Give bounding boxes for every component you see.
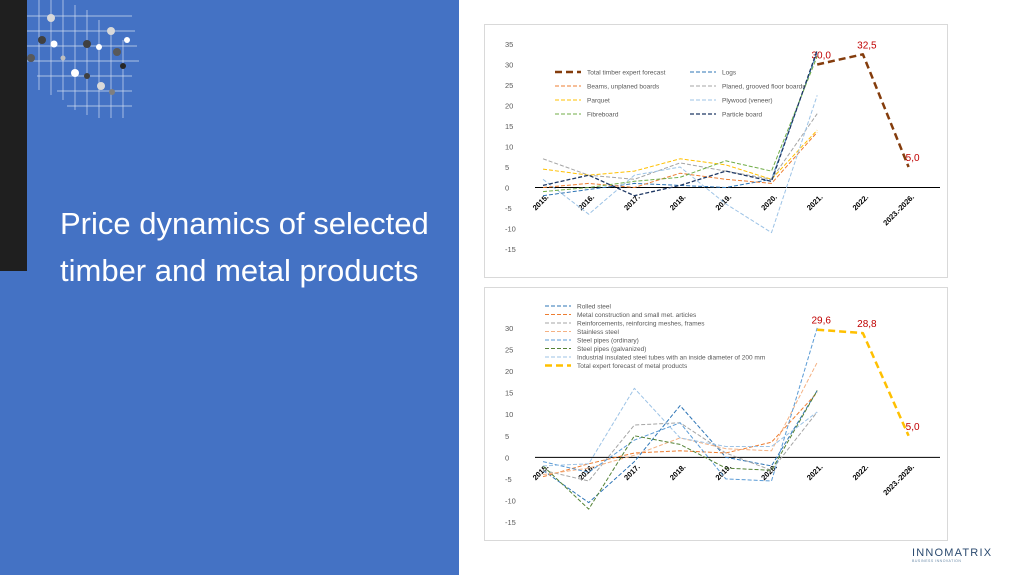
y-tick-label-7: -5: [505, 475, 512, 484]
x-tick-label-2: 2017.: [622, 462, 642, 482]
legend-label-1: Metal construction and small met. articl…: [577, 312, 697, 319]
timber-price-chart: 35 30 25 20 15 10 5 0 -5 -10 -15 2015. 2016. 2017. 201…: [484, 24, 948, 278]
data-label-0-8: 5,0: [906, 153, 920, 164]
y-tick-label-9: -10: [505, 225, 516, 234]
series-line-6-0: [542, 56, 818, 193]
y-tick-label-8: -10: [505, 496, 516, 505]
legend-label-7: Particle board: [722, 111, 762, 118]
legend-label-2: Beams, unplaned boards: [587, 83, 660, 90]
series-line-0-0: [542, 390, 818, 504]
x-tick-label-3: 2018.: [668, 462, 688, 482]
x-tick-label-8: 2023.-2026.: [881, 193, 916, 228]
legend-label-3: Planed, grooved floor boards: [722, 83, 806, 90]
legend-label-0: Total timber expert forecast: [587, 69, 666, 76]
series-line-7-0: [817, 328, 910, 437]
innomatrix-logo: INNOMATRIX BUSINESS INNOVATION: [912, 547, 1002, 569]
data-label-7-7: 28,8: [857, 319, 877, 330]
x-tick-label-2: 2017.: [622, 193, 642, 213]
legend-label-5: Steel pipes (galvanized): [577, 346, 646, 353]
y-tick-label-1: 30: [505, 61, 513, 70]
y-tick-label-7: 0: [505, 184, 509, 193]
metal-price-chart: 30 25 20 15 10 5 0 -5 -10 -15 2015. 2016. 2017. 2018.…: [484, 287, 948, 541]
legend-label-4: Parquet: [587, 97, 610, 104]
slide-title: Price dynamics of selected timber and me…: [60, 206, 429, 288]
legend-label-0: Rolled steel: [577, 303, 612, 310]
left-edge-dark-strip: [0, 0, 27, 271]
x-tick-label-0: 2015.: [531, 193, 551, 213]
series-line-4-0: [542, 327, 818, 482]
logo-tagline: BUSINESS INNOVATION: [912, 559, 962, 563]
y-tick-label-6: 5: [505, 163, 509, 172]
y-tick-label-4: 15: [505, 122, 513, 131]
legend-label-2: Reinforcements, reinforcing meshes, fram…: [577, 320, 705, 327]
series-line-2-0: [542, 131, 818, 188]
decorative-grid-graphic: [27, 0, 139, 118]
logo-text: INNOMATRIX: [912, 547, 993, 559]
y-tick-label-3: 15: [505, 389, 513, 398]
data-label-7-8: 5,0: [906, 422, 920, 433]
data-label-0-7: 32,5: [857, 40, 877, 51]
timber-chart-svg: 35 30 25 20 15 10 5 0 -5 -10 -15 2015. 2016. 2017. 201…: [505, 40, 940, 254]
x-tick-label-3: 2018.: [668, 193, 688, 213]
y-tick-label-0: 35: [505, 40, 513, 49]
x-tick-label-6: 2021.: [805, 193, 825, 213]
series-line-4-0: [542, 129, 818, 180]
y-tick-label-5: 10: [505, 143, 513, 152]
data-label-7-6: 29,6: [811, 316, 831, 327]
x-tick-label-7: 2022.: [851, 462, 871, 482]
legend-label-5: Plywood (veneer): [722, 97, 773, 104]
y-tick-label-4: 10: [505, 410, 513, 419]
y-tick-label-6: 0: [505, 453, 509, 462]
legend-label-3: Stainless steel: [577, 329, 619, 336]
series-line-5-0: [542, 95, 818, 234]
x-tick-label-1: 2016.: [576, 193, 596, 213]
y-tick-label-10: -15: [505, 245, 516, 254]
series-line-1-0: [542, 392, 818, 478]
data-label-0-6: 30,0: [811, 51, 831, 62]
x-tick-label-5: 2020.: [759, 193, 779, 213]
y-tick-label-3: 20: [505, 102, 513, 111]
legend-label-6: Industrial insulated steel tubes with an…: [577, 354, 765, 361]
legend-label-4: Steel pipes (ordinary): [577, 337, 639, 344]
series-line-5-0: [542, 390, 818, 510]
x-tick-label-7: 2022.: [851, 193, 871, 213]
x-tick-label-8: 2023.-2026.: [881, 462, 916, 497]
x-tick-label-6: 2021.: [805, 462, 825, 482]
y-tick-label-0: 30: [505, 324, 513, 333]
y-tick-label-5: 5: [505, 432, 509, 441]
x-tick-label-0: 2015.: [531, 462, 551, 482]
legend-label-7: Total expert forecast of metal products: [577, 363, 688, 370]
y-tick-label-2: 20: [505, 367, 513, 376]
series-line-3-0: [542, 113, 818, 180]
legend-label-6: Fibreboard: [587, 111, 619, 118]
y-tick-label-1: 25: [505, 346, 513, 355]
y-tick-label-2: 25: [505, 81, 513, 90]
y-tick-label-8: -5: [505, 204, 512, 213]
series-line-3-0: [542, 362, 818, 476]
series-line-0-0: [816, 53, 910, 168]
legend-label-1: Logs: [722, 69, 737, 76]
y-tick-label-9: -15: [505, 518, 516, 527]
series-line-6-0: [542, 387, 818, 467]
